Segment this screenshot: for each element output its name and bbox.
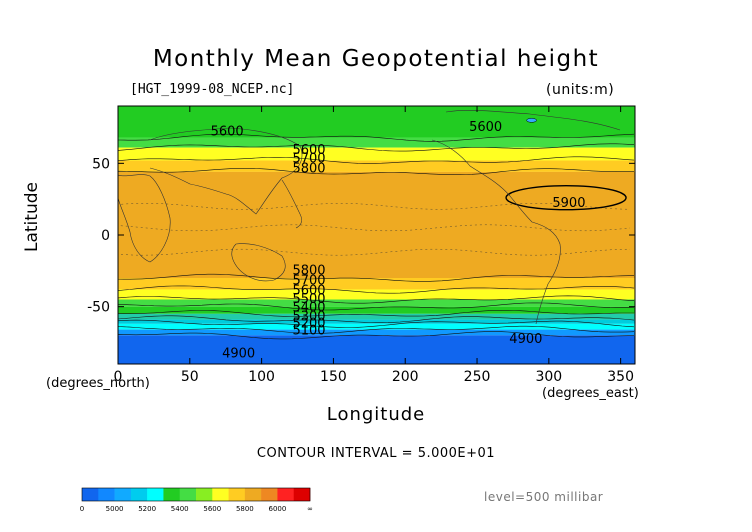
heat-band-1: [118, 137, 635, 148]
colorbar-swatch-11: [261, 488, 278, 501]
contour-label-7: 5700: [292, 273, 325, 288]
heat-band-11: [118, 323, 635, 330]
colorbar-label-7: ∞: [307, 505, 313, 513]
contour-line-8: [118, 302, 635, 311]
colorbar-swatch-2: [114, 488, 132, 501]
x-tick-label-150: 150: [320, 369, 347, 385]
contour-line-7: [118, 295, 635, 304]
heat-band-8: [118, 306, 635, 314]
colorbar-swatch-9: [228, 488, 246, 501]
file-label: [HGT_1999-08_NCEP.nc]: [130, 82, 295, 97]
colorbar-label-5: 5800: [236, 505, 254, 513]
y-tick-label-0: 0: [101, 228, 110, 244]
heat-band-3: [118, 160, 635, 172]
colorbar-label-0: 0: [80, 505, 84, 513]
contour-line-tropics-1: [118, 224, 631, 231]
contour-5900-loop: [505, 185, 627, 211]
contour-line-4: [118, 168, 635, 175]
contour-line-1: [118, 133, 635, 142]
colorbar-label-6: 6000: [269, 505, 287, 513]
coastlines: [118, 109, 621, 325]
contour-label-5: 5600: [469, 120, 502, 135]
contour-line-9: [118, 310, 634, 317]
colorbar-label-1: 5000: [106, 505, 124, 513]
x-tick-label-200: 200: [392, 369, 419, 385]
y-tick-label--50: -50: [87, 300, 110, 316]
colorbar-swatch-8: [212, 488, 229, 501]
contour-label-6: 5800: [292, 263, 325, 278]
heat-band-6: [118, 289, 635, 300]
contour-label-12: 5200: [292, 316, 325, 331]
colorbar: 0 5000 5200 5400 5600 5800 6000 ∞: [80, 487, 313, 513]
heat-band-9: [118, 313, 635, 320]
contour-label-1: 5600: [292, 143, 325, 158]
colorbar-swatch-12: [277, 488, 295, 501]
contour-line-5: [118, 273, 635, 282]
contour-label-9: 5500: [292, 292, 325, 307]
contour-label-0: 5600: [211, 124, 244, 139]
contour-label-10: 5400: [292, 301, 325, 316]
contour-interval: CONTOUR INTERVAL = 5.000E+01: [256, 446, 496, 461]
heat-band-5: [118, 278, 635, 290]
x-tick-label-100: 100: [248, 369, 275, 385]
x-tick-label-0: 0: [114, 369, 123, 385]
heat-band-2: [118, 147, 635, 161]
contour-label-15: 4900: [509, 332, 542, 347]
axis-tick-labels: 0 50 100 150 200 250 300 350 -50 0 50: [87, 156, 634, 385]
colorbar-swatch-3: [130, 488, 148, 501]
x-tick-label-350: 350: [607, 369, 634, 385]
colorbar-label-3: 5400: [171, 505, 189, 513]
contour-line-6: [118, 285, 635, 294]
contour-labels: 5600560057005800590056005800570056005500…: [211, 120, 586, 361]
x-unit-label: (degrees_east): [542, 386, 639, 401]
contour-line-12: [118, 325, 635, 334]
y-unit-label: (degrees_north): [46, 376, 150, 391]
colorbar-swatch-7: [196, 488, 213, 501]
contour-label-4: 5900: [552, 196, 585, 211]
contour-label-3: 5800: [292, 162, 325, 177]
colorbar-swatch-4: [147, 488, 164, 501]
colorbar-swatch-6: [179, 488, 197, 501]
colorbar-label-4: 5600: [203, 505, 221, 513]
heat-band-4: [118, 171, 635, 278]
units-label: (units:m): [546, 82, 615, 98]
contour-label-8: 5600: [292, 283, 325, 298]
colorbar-swatch-13: [293, 488, 311, 501]
contour-label-14: 4900: [222, 347, 255, 362]
x-tick-label-250: 250: [464, 369, 491, 385]
x-axis-title: Longitude: [326, 404, 426, 425]
contour-label-2: 5700: [292, 152, 325, 167]
y-axis-title: Latitude: [22, 182, 42, 252]
contour-line-tropics-0: [118, 203, 631, 210]
x-tick-label-50: 50: [181, 369, 199, 385]
colorbar-swatch-1: [98, 488, 115, 501]
colorbar-swatch-5: [163, 488, 181, 501]
contour-line-10: [118, 315, 635, 323]
contour-line-tropics-2: [118, 249, 631, 256]
contour-lines: [118, 118, 635, 340]
heat-band-12: [118, 329, 635, 336]
heat-band-13: [118, 335, 635, 364]
contour-line-3: [118, 156, 635, 164]
contour-label-13: 5100: [292, 324, 325, 339]
colorbar-frame: [81, 487, 311, 502]
x-tick-label-300: 300: [535, 369, 562, 385]
contour-line-13: [118, 331, 634, 340]
level-label: level=500 millibar: [484, 490, 604, 504]
heat-band-0: [118, 106, 635, 138]
heat-band-7: [118, 299, 635, 307]
axis-ticks: [117, 106, 635, 364]
colorbar-label-2: 5200: [138, 505, 156, 513]
contour-line-11: [118, 319, 635, 328]
colorbar-swatch-0: [82, 488, 99, 501]
contour-label-11: 5300: [292, 309, 325, 324]
contour-line-2: [118, 143, 635, 152]
lake-marker: [526, 118, 537, 123]
colorbar-swatch-10: [244, 488, 262, 501]
y-tick-label-50: 50: [92, 156, 110, 172]
heat-band-10: [118, 319, 635, 324]
chart-title: Monthly Mean Geopotential height: [152, 46, 600, 72]
